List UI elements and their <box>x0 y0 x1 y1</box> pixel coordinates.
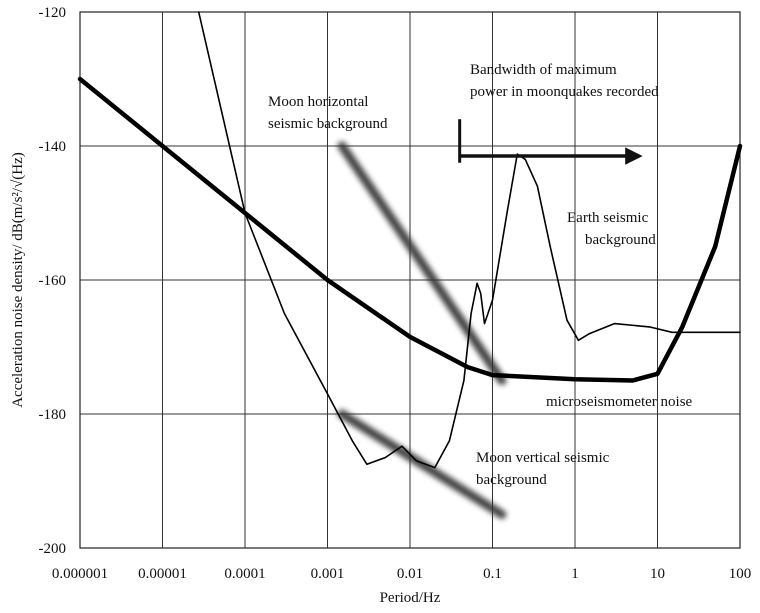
annotation-label: Moon horizontal seismic background <box>268 94 388 132</box>
x-tick-label: 10 <box>650 566 665 582</box>
x-tick-label: 0.0001 <box>224 566 265 582</box>
x-axis-label: Period/Hz <box>380 590 441 606</box>
x-tick-label: 0.1 <box>483 566 502 582</box>
y-tick-label: -200 <box>39 541 67 557</box>
annotation-label: Moon vertical seismic background <box>476 450 610 488</box>
annotation-label: Bandwidth of maximum power in moonquakes … <box>470 62 659 100</box>
moon-vertical-seismic-background-band <box>337 409 507 519</box>
x-tick-label: 0.01 <box>397 566 423 582</box>
x-tick-label: 0.000001 <box>52 566 108 582</box>
annotations: Moon horizontal seismic background Bandwid… <box>268 62 693 488</box>
y-tick-label: -160 <box>39 273 67 289</box>
series-lines <box>77 11 743 469</box>
y-tick-label: -120 <box>39 5 67 21</box>
earth-seismic-background-line <box>197 11 741 469</box>
x-tick-label: 0.001 <box>311 566 345 582</box>
y-tick-label: -180 <box>39 407 67 423</box>
y-axis-label: Acceleration noise density/ dB(m/s²/√(Hz… <box>10 152 26 408</box>
x-tick-label: 0.00001 <box>138 566 187 582</box>
y-tick-label: -140 <box>39 139 67 155</box>
moon-backgrounds <box>337 141 507 519</box>
x-tick-label: 100 <box>729 566 752 582</box>
tick-labels: 0.000001 0.00001 0.0001 0.001 0.01 0.1 1 10 100 -… <box>39 5 752 582</box>
grid <box>79 11 741 549</box>
annotation-label: microseismometer noise <box>546 394 693 410</box>
moon-horizontal-seismic-background-band <box>337 141 507 385</box>
bandwidth-arrow <box>458 119 643 165</box>
x-tick-label: 1 <box>571 566 579 582</box>
annotation-label: Earth seismic background <box>567 210 656 248</box>
plot-frame <box>79 11 741 549</box>
